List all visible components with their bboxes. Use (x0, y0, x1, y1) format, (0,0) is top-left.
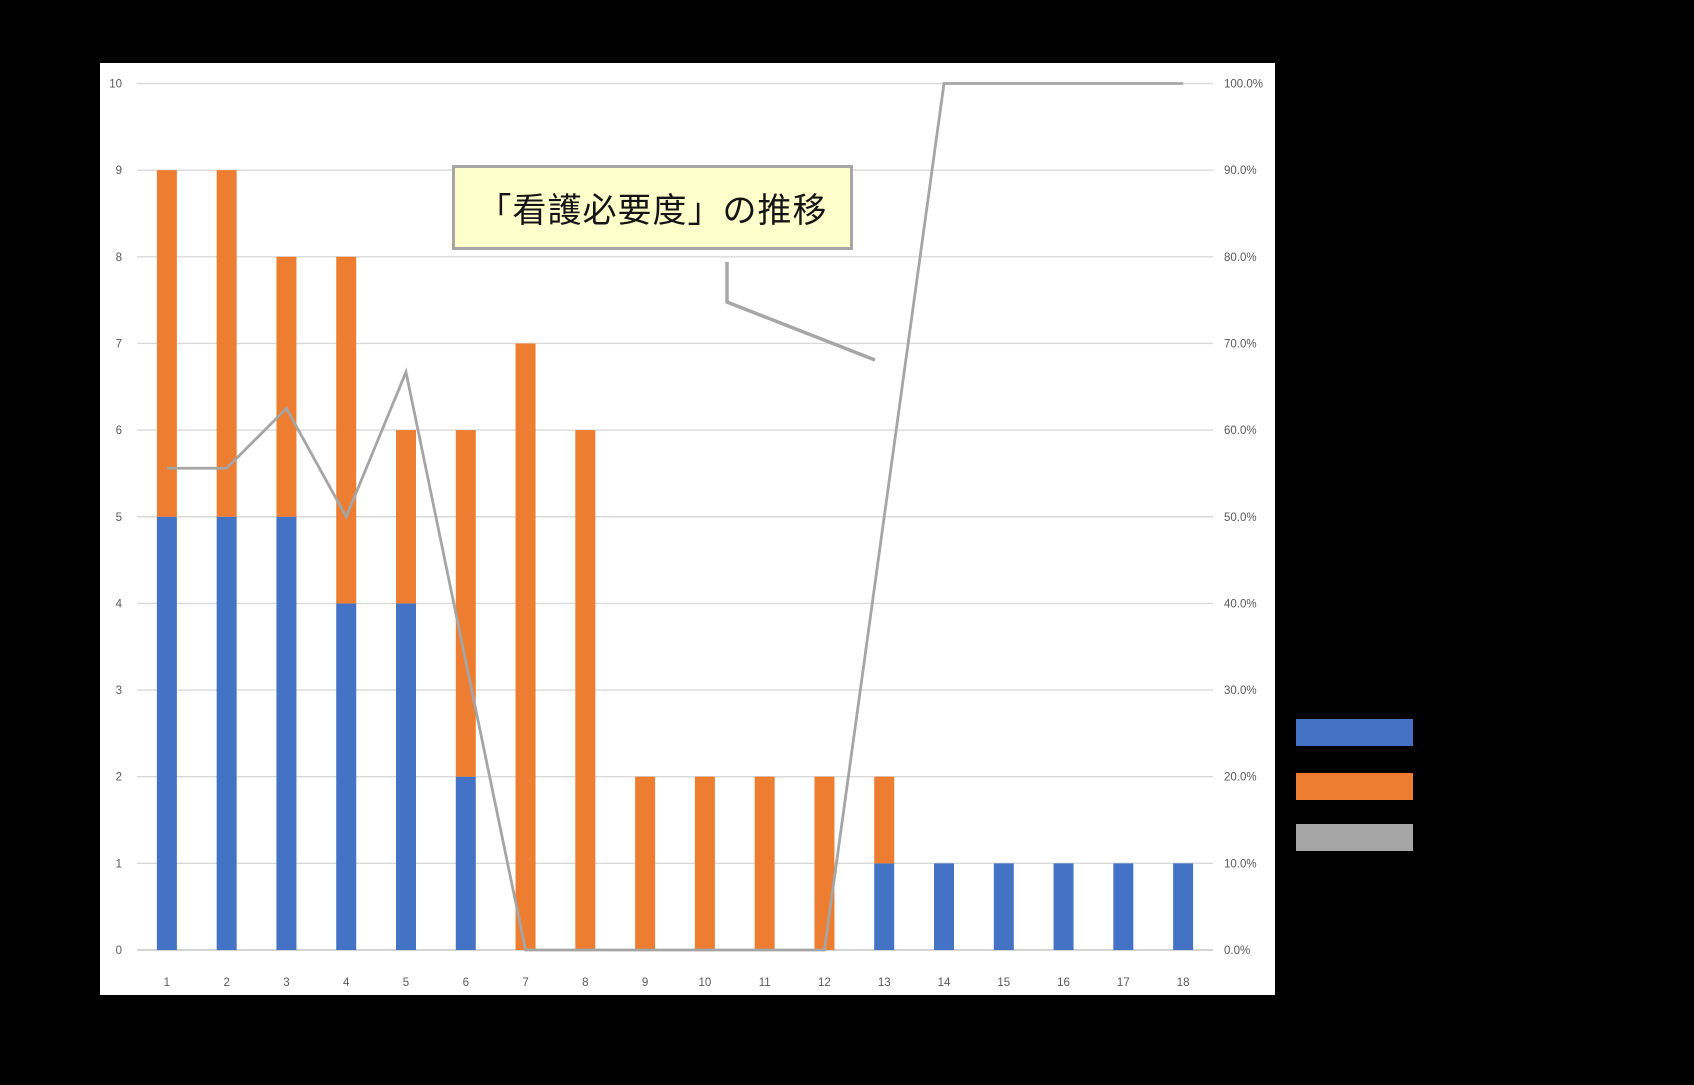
x-axis-tick-label: 3 (283, 977, 289, 989)
left-axis-tick-label: 9 (116, 165, 122, 177)
bar-segment-blue (1173, 863, 1194, 950)
left-axis-tick-label: 5 (116, 512, 122, 524)
right-axis-tick-label: 60.0% (1224, 425, 1257, 437)
left-axis-tick-label: 3 (116, 685, 122, 697)
bar-segment-orange (635, 776, 656, 950)
left-axis-tick-label: 7 (116, 338, 122, 350)
bar-segment-orange (156, 170, 177, 517)
left-axis-tick-label: 6 (116, 425, 122, 437)
bar-segment-blue (993, 863, 1014, 950)
bar-segment-orange (276, 256, 297, 517)
bar-segment-orange (575, 430, 596, 951)
series-line-gray-line (166, 82, 1184, 952)
callout-line (725, 262, 876, 362)
right-axis-tick-label: 100.0% (1224, 79, 1263, 91)
bar-segment-orange (874, 776, 895, 864)
left-axis-tick-label: 2 (116, 772, 122, 784)
legend-swatch-blue (1296, 719, 1413, 746)
right-axis-tick-label: 70.0% (1224, 338, 1257, 350)
x-axis-tick-label: 2 (223, 977, 229, 989)
x-axis-tick-label: 7 (522, 977, 528, 989)
bar-segment-blue (1113, 863, 1134, 950)
bar-segment-orange (336, 256, 357, 604)
bar-segment-orange (396, 430, 416, 604)
x-axis-tick-label: 12 (818, 977, 831, 989)
legend-swatch-gray (1296, 824, 1413, 851)
bar-segment-blue (396, 603, 416, 950)
x-axis-tick-label: 5 (403, 977, 409, 989)
bar-segment-blue (934, 863, 954, 950)
bar-segment-orange (754, 776, 775, 950)
chart-title-box: 「看護必要度」の推移 (452, 165, 853, 250)
bar-segment-blue (1053, 863, 1074, 950)
x-axis-tick-label: 14 (938, 977, 951, 989)
bar-segment-orange (455, 430, 476, 777)
bar-segment-blue (455, 776, 476, 950)
right-axis-tick-label: 90.0% (1224, 165, 1257, 177)
bar-segment-orange (216, 170, 237, 517)
x-axis-tick-label: 11 (759, 977, 771, 989)
right-axis-tick-label: 30.0% (1224, 685, 1257, 697)
legend-swatch-orange (1296, 773, 1413, 800)
right-axis-tick-label: 0.0% (1224, 945, 1250, 957)
x-axis-tick-label: 10 (698, 977, 711, 989)
x-axis-tick-label: 16 (1057, 977, 1070, 989)
x-axis-tick-label: 18 (1177, 977, 1190, 989)
bar-segment-orange (515, 343, 536, 950)
bar-segment-blue (874, 863, 895, 950)
x-axis-tick-label: 4 (343, 977, 350, 989)
x-axis-tick-label: 15 (997, 977, 1010, 989)
right-axis-tick-label: 80.0% (1224, 252, 1257, 264)
bar-segment-blue (216, 516, 237, 950)
right-axis-tick-label: 10.0% (1224, 858, 1257, 870)
x-axis-tick-label: 13 (878, 977, 891, 989)
bar-segment-blue (336, 603, 357, 950)
left-axis-tick-label: 8 (116, 252, 122, 264)
x-axis-tick-label: 9 (642, 977, 648, 989)
x-axis-tick-label: 17 (1117, 977, 1130, 989)
left-axis-tick-label: 1 (116, 858, 122, 870)
x-axis-tick-label: 1 (164, 977, 170, 989)
left-axis-tick-label: 10 (109, 79, 122, 91)
x-axis-tick-label: 6 (463, 977, 469, 989)
left-axis-tick-label: 4 (116, 598, 123, 610)
bar-segment-orange (814, 776, 835, 950)
x-axis-tick-label: 8 (582, 977, 588, 989)
left-axis-tick-label: 0 (116, 945, 122, 957)
right-axis-tick-label: 20.0% (1224, 772, 1257, 784)
right-axis-tick-label: 40.0% (1224, 598, 1257, 610)
right-axis-tick-label: 50.0% (1224, 512, 1257, 524)
chart-title: 「看護必要度」の推移 (477, 192, 828, 230)
bar-segment-blue (156, 516, 177, 950)
bar-segment-blue (276, 516, 297, 950)
bar-segment-orange (694, 776, 715, 950)
